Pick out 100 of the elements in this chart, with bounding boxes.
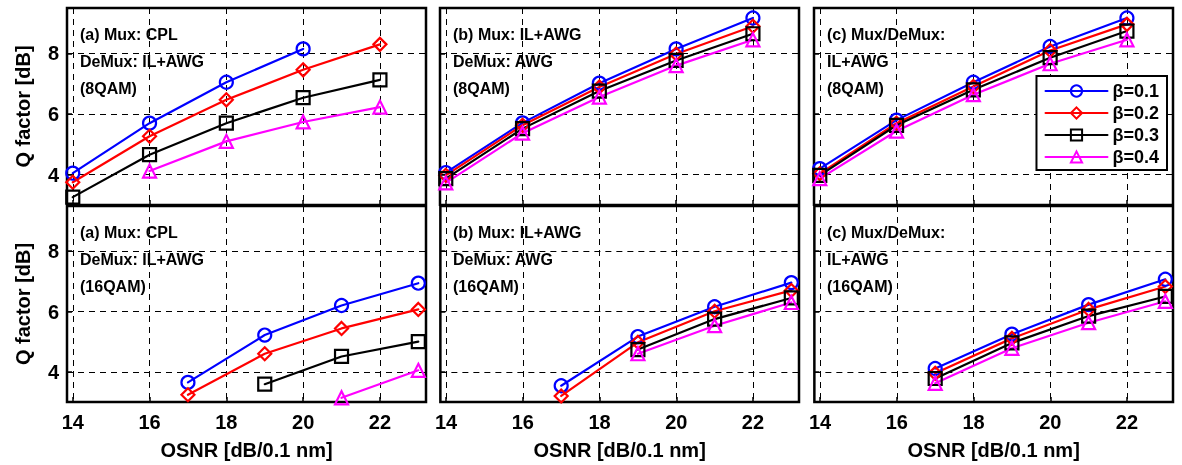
point [1004,330,1020,346]
point [630,334,646,350]
y-tick-label: 8 [47,42,59,65]
x-tick-label: 22 [1115,411,1139,433]
x-tick-label: 14 [61,411,85,433]
point [438,171,454,187]
x-tick-label: 22 [368,411,392,433]
point [295,90,311,106]
x-tick-label: 20 [665,411,688,433]
point [65,165,81,181]
point [783,274,799,291]
x-axis-title: OSNR [dB/0.1 nm] [907,439,1080,461]
point [1157,293,1173,309]
point [668,57,684,74]
point [553,388,569,404]
annotation: (c) Mux/DeMux: IL+AWG (8QAM) [827,26,946,97]
point [553,378,569,394]
point [707,311,723,327]
point [141,163,158,179]
x-tick-label: 16 [511,411,534,433]
point [1042,42,1058,59]
point [927,370,943,387]
point [745,32,761,48]
point [141,128,158,144]
point [591,83,607,99]
point [707,318,723,334]
legend-label: β=0.1 [1112,81,1160,101]
legend-label: β=0.3 [1112,125,1160,145]
y-tick-label: 4 [47,360,60,383]
point [630,328,646,345]
point [65,189,81,205]
point [783,290,799,306]
x-tick-label: 14 [809,411,833,433]
point [295,114,311,130]
point [1004,340,1020,356]
point [372,72,388,88]
point [180,374,196,390]
point [783,282,799,299]
point [372,99,388,115]
point [965,78,981,95]
point [218,74,234,90]
x-tick-label: 20 [292,411,315,433]
point [668,46,684,62]
point [1004,335,1020,351]
point [591,79,607,95]
point [668,52,684,69]
point [1119,23,1135,39]
point [745,26,761,42]
point [707,303,723,319]
point [965,87,981,103]
point [257,346,273,362]
point [218,92,234,108]
point [888,123,905,139]
point [1042,38,1058,55]
point [1081,297,1097,313]
point [218,133,234,149]
point [1157,288,1173,305]
x-tick-label: 18 [588,411,611,433]
point [668,41,684,57]
point [745,10,761,26]
point [438,175,454,191]
point [1081,308,1097,324]
x-tick-label: 14 [435,411,459,433]
point [630,341,646,358]
point [927,365,943,381]
x-tick-label: 16 [138,411,161,433]
point [812,171,828,187]
x-tick-label: 18 [962,411,985,433]
point [1081,301,1097,318]
point [591,75,607,91]
annotation: (a) Mux: CPL DeMux: IL+AWG (16QAM) [80,224,205,295]
x-tick-label: 22 [741,411,765,433]
point [333,297,350,314]
y-tick-label: 8 [47,240,59,263]
annotation: (c) Mux/DeMux: IL+AWG (16QAM) [827,224,946,295]
point [1157,271,1173,287]
point [783,294,799,311]
point [180,387,196,403]
legend-label: β=0.2 [1112,103,1160,123]
point [965,74,981,90]
point [333,320,350,337]
point [410,275,426,291]
point [514,121,531,137]
annotation: (b) Mux: IL+AWG DeMux: AWG (16QAM) [453,224,582,295]
y-axis-title: Q factor [dB] [12,45,34,168]
point [965,82,981,98]
point [410,301,426,318]
point [141,147,158,163]
point [1119,32,1135,48]
point [65,174,81,190]
point [257,327,273,343]
point [1004,326,1020,342]
point [927,375,943,391]
point [514,125,531,141]
x-axis-title: OSNR [dB/0.1 nm] [160,439,333,461]
point [1042,56,1058,72]
point [812,161,828,177]
point [927,360,943,377]
point [1157,278,1173,295]
point [218,115,234,131]
